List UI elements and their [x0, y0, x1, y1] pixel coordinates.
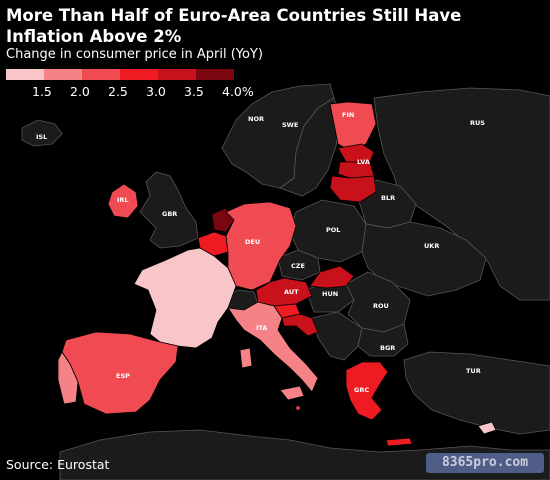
label-blr: BLR — [381, 194, 395, 202]
label-bgr: BGR — [380, 344, 395, 352]
label-aut: AUT — [284, 288, 299, 296]
legend-swatch-0 — [6, 69, 44, 80]
country-isl — [21, 119, 63, 147]
source-note: Source: Eurostat — [6, 457, 110, 472]
country-ita — [227, 301, 319, 393]
label-swe: SWE — [282, 121, 298, 129]
country-grc-crete — [385, 437, 413, 447]
legend-swatch-5 — [196, 69, 234, 80]
label-ukr: UKR — [424, 242, 439, 250]
chart-title: More Than Half of Euro-Area Countries St… — [6, 6, 462, 46]
label-isl: ISL — [36, 133, 47, 141]
country-ita-sardinia — [239, 347, 253, 369]
country-rus — [373, 87, 550, 301]
label-deu: DEU — [245, 238, 260, 246]
label-nor: NOR — [248, 115, 264, 123]
label-tur: TUR — [466, 367, 481, 375]
country-svk — [309, 265, 355, 289]
legend-tick-1: 2.0 — [70, 84, 90, 99]
legend-tick-3: 3.0 — [146, 84, 166, 99]
country-irl — [107, 183, 139, 219]
label-pol: POL — [326, 226, 340, 234]
country-fin — [329, 101, 377, 153]
country-grc — [345, 361, 389, 421]
country-cyp — [477, 421, 497, 435]
legend-labels: 1.5 2.0 2.5 3.0 3.5 4.0% — [6, 84, 286, 100]
country-balkans — [311, 311, 363, 361]
watermark-logo: 8365pro.com — [426, 453, 544, 473]
country-prt — [57, 351, 79, 405]
label-gbr: GBR — [162, 210, 177, 218]
label-irl: IRL — [117, 196, 129, 204]
label-lva: LVA — [357, 158, 370, 166]
label-rou: ROU — [373, 302, 389, 310]
legend-swatch-4 — [158, 69, 196, 80]
legend-tick-0: 1.5 — [32, 84, 52, 99]
label-hun: HUN — [322, 290, 338, 298]
country-pol — [289, 199, 367, 263]
country-fra — [133, 247, 237, 349]
label-esp: ESP — [116, 372, 130, 380]
country-bgr — [357, 323, 409, 357]
legend-tick-4: 3.5 — [184, 84, 204, 99]
chart-subtitle: Change in consumer price in April (YoY) — [6, 47, 263, 62]
legend-swatch-1 — [44, 69, 82, 80]
country-ltu — [329, 175, 377, 203]
label-grc: GRC — [354, 386, 369, 394]
country-hrv — [281, 313, 319, 337]
legend-swatch-2 — [82, 69, 120, 80]
country-gbr — [139, 171, 199, 249]
country-mlt — [295, 405, 301, 411]
legend-tick-2: 2.5 — [108, 84, 128, 99]
label-cze: CZE — [291, 262, 305, 270]
legend-swatches — [6, 69, 286, 80]
color-legend: 1.5 2.0 2.5 3.0 3.5 4.0% — [6, 69, 286, 100]
country-tur — [403, 351, 550, 435]
label-ita: ITA — [256, 324, 267, 332]
label-rus: RUS — [470, 119, 485, 127]
country-est — [337, 143, 375, 163]
country-labels: ISL NOR SWE FIN RUS LVA IRL GBR BLR POL … — [36, 111, 485, 394]
legend-swatch-3 — [120, 69, 158, 80]
country-ita-sicily — [279, 385, 305, 401]
legend-tick-5: 4.0% — [222, 84, 254, 99]
label-fin: FIN — [342, 111, 354, 119]
